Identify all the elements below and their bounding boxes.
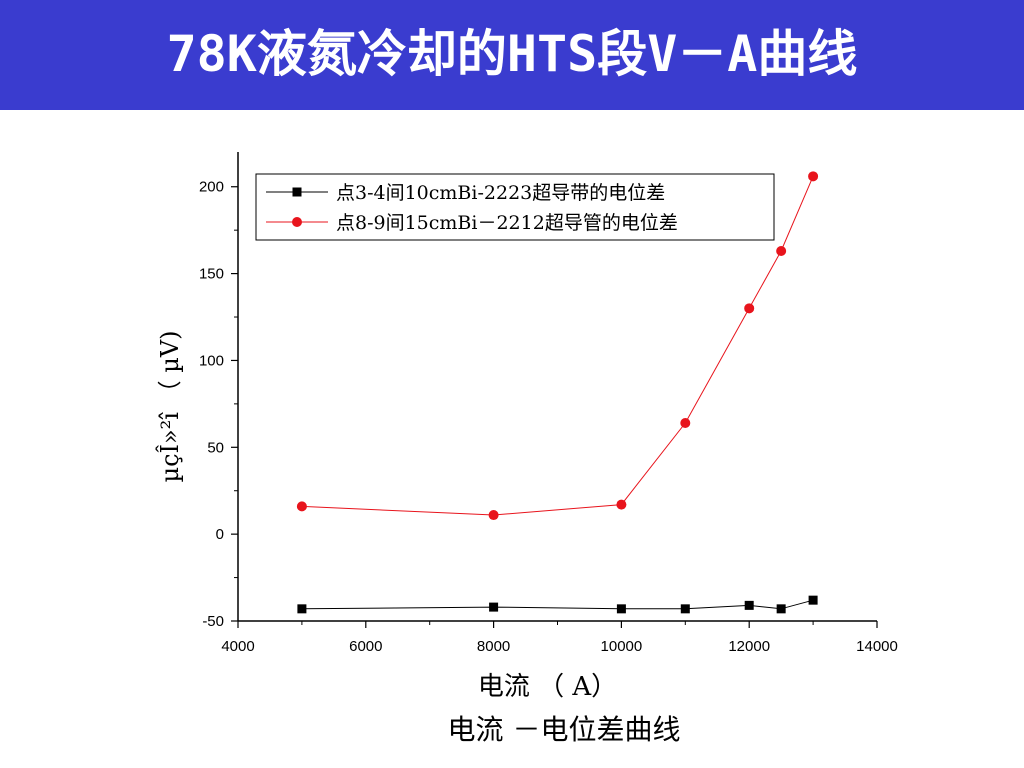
title-bar: 78K液氮冷却的HTS段V－A曲线 bbox=[0, 0, 1024, 110]
x-tick-label: 8000 bbox=[477, 638, 510, 655]
chart-caption: 电流 －电位差曲线 bbox=[447, 713, 681, 746]
legend-label: 点3-4间10cmBi-2223超导带的电位差 bbox=[336, 182, 665, 204]
y-tick-label: 200 bbox=[199, 179, 224, 196]
data-point bbox=[489, 602, 499, 612]
data-point bbox=[808, 595, 818, 605]
data-point bbox=[680, 604, 690, 614]
data-point bbox=[744, 600, 754, 610]
y-tick-label: 100 bbox=[199, 352, 224, 369]
data-point bbox=[744, 303, 755, 314]
data-point bbox=[808, 171, 819, 182]
data-point bbox=[296, 501, 307, 512]
slide-title: 78K液氮冷却的HTS段V－A曲线 bbox=[166, 25, 858, 83]
x-tick-label: 12000 bbox=[728, 638, 770, 655]
x-tick-label: 4000 bbox=[221, 638, 254, 655]
legend-label: 点8-9间15cmBi－2212超导管的电位差 bbox=[336, 212, 678, 234]
data-point bbox=[616, 604, 626, 614]
y-axis-label: µçÎ»²î （ µV) bbox=[155, 330, 184, 482]
series-line-1 bbox=[301, 599, 814, 610]
data-point bbox=[680, 417, 691, 428]
y-tick-label: 50 bbox=[207, 439, 224, 456]
y-tick-label: 0 bbox=[216, 526, 224, 543]
data-point bbox=[616, 499, 627, 510]
y-tick-label: 150 bbox=[199, 266, 224, 283]
data-point bbox=[488, 510, 499, 521]
x-axis-label: 电流 （ A） bbox=[478, 672, 617, 702]
x-tick-label: 10000 bbox=[601, 638, 643, 655]
legend-marker bbox=[292, 187, 302, 197]
legend-marker bbox=[292, 217, 302, 227]
x-tick-label: 6000 bbox=[349, 638, 382, 655]
data-point bbox=[776, 246, 787, 257]
data-point bbox=[297, 604, 307, 614]
legend-box bbox=[255, 173, 775, 241]
x-tick-label: 14000 bbox=[856, 638, 898, 655]
y-tick-label: -50 bbox=[202, 613, 224, 630]
data-point bbox=[776, 604, 786, 614]
